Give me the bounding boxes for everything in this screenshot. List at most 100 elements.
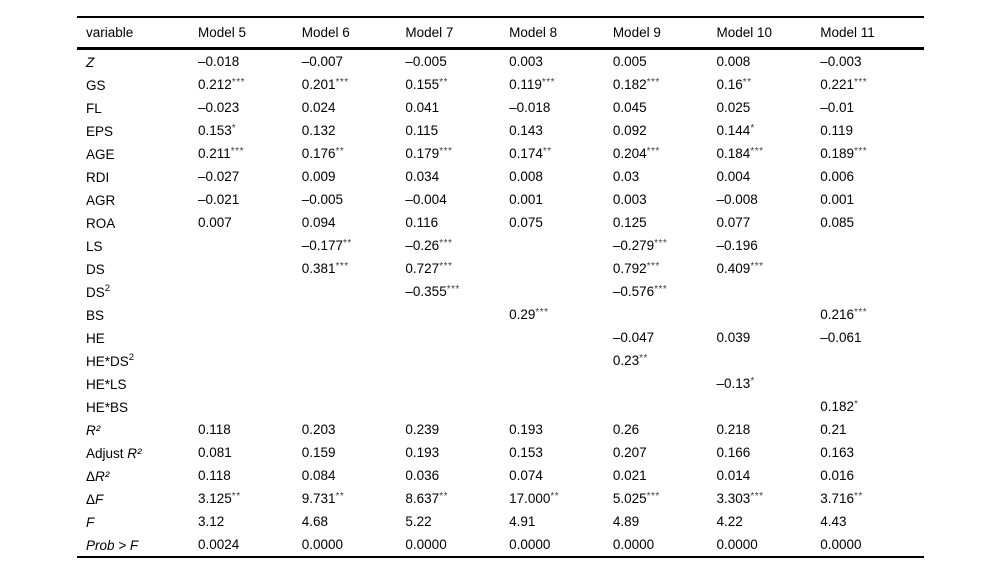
coefficient-value: –0.061 xyxy=(820,330,862,345)
significance-stars: *** xyxy=(854,146,868,157)
coefficient-value: 0.025 xyxy=(716,100,751,115)
row-label-pre: FL xyxy=(86,101,102,116)
value-cell xyxy=(509,234,613,257)
value-cell: 0.212*** xyxy=(198,73,302,96)
row-label-pre: HE*DS xyxy=(86,354,129,369)
coefficient-value: 0.207 xyxy=(612,445,647,460)
value-cell: 4.89 xyxy=(613,510,717,533)
coefficient-value: 5.025 xyxy=(612,491,647,506)
value-cell: 0.084 xyxy=(302,464,406,487)
coefficient-value: –0.007 xyxy=(301,54,343,69)
value-cell: 0.006 xyxy=(820,165,924,188)
row-label: GS xyxy=(77,73,198,96)
value-cell: 0.008 xyxy=(509,165,613,188)
row-label: HE xyxy=(77,326,198,349)
table-row: DS 0.381*** 0.727*** 0.792*** 0.409*** xyxy=(77,257,924,280)
table-row: R² 0.118 0.203 0.239 0.193 0.26 0.218 0.21 xyxy=(77,418,924,441)
row-label-pre: Δ xyxy=(86,469,96,484)
value-cell: 0.221*** xyxy=(820,73,924,96)
significance-stars: *** xyxy=(750,146,764,157)
value-cell: –0.023 xyxy=(198,96,302,119)
significance-stars: *** xyxy=(439,261,453,272)
value-cell: 0.045 xyxy=(613,96,717,119)
table-row: ΔF 3.125** 9.731** 8.637** 17.000** 5.025*** 3… xyxy=(77,487,924,510)
coefficient-value: 0.014 xyxy=(716,468,751,483)
row-label-it: F xyxy=(86,515,95,530)
value-cell: 0.174** xyxy=(509,142,613,165)
coefficient-value: 0.201 xyxy=(301,77,336,92)
value-cell xyxy=(820,234,924,257)
value-cell: 0.26 xyxy=(613,418,717,441)
coefficient-value: 0.182 xyxy=(820,399,855,414)
value-cell xyxy=(509,349,613,372)
value-cell xyxy=(198,234,302,257)
coefficient-value: 3.12 xyxy=(198,514,225,529)
value-cell: 0.143 xyxy=(509,119,613,142)
value-cell: –0.26*** xyxy=(405,234,509,257)
value-cell: 0.092 xyxy=(613,119,717,142)
value-cell: 0.016 xyxy=(820,464,924,487)
coefficient-value: 0.174 xyxy=(509,146,543,161)
coefficient-value: 0.003 xyxy=(509,54,543,69)
row-label: EPS xyxy=(77,119,198,142)
value-cell: –0.005 xyxy=(302,188,406,211)
coefficient-value: –0.023 xyxy=(198,100,240,115)
value-cell: 0.204*** xyxy=(613,142,717,165)
significance-stars: *** xyxy=(439,238,453,249)
row-label: Z xyxy=(77,49,198,74)
coefficient-value: –0.005 xyxy=(405,54,447,69)
value-cell xyxy=(405,326,509,349)
value-cell: 0.144* xyxy=(717,119,821,142)
row-label-pre: ROA xyxy=(86,216,116,231)
row-label-pre: BS xyxy=(86,308,105,323)
coefficient-value: 0.004 xyxy=(716,169,751,184)
significance-stars: *** xyxy=(541,77,556,88)
value-cell: 0.025 xyxy=(717,96,821,119)
value-cell xyxy=(405,395,509,418)
value-cell: 0.203 xyxy=(302,418,406,441)
value-cell xyxy=(509,395,613,418)
row-label-it: F xyxy=(95,492,104,507)
row-label-pre: AGR xyxy=(86,193,116,208)
value-cell: 0.036 xyxy=(405,464,509,487)
value-cell: 0.094 xyxy=(302,211,406,234)
table-row: RDI –0.027 0.009 0.034 0.008 0.03 0.004 0.006 xyxy=(77,165,924,188)
coefficient-value: 9.731 xyxy=(301,491,336,506)
value-cell xyxy=(717,280,821,303)
significance-stars: ** xyxy=(542,146,552,157)
value-cell: 0.153* xyxy=(198,119,302,142)
coefficient-value: –0.13 xyxy=(716,376,751,391)
column-header: Model 10 xyxy=(716,25,773,40)
row-label-pre: LS xyxy=(86,239,103,254)
value-cell xyxy=(509,280,613,303)
row-label: R² xyxy=(77,418,198,441)
coefficient-value: 0.143 xyxy=(509,123,543,138)
value-cell: 0.009 xyxy=(302,165,406,188)
value-cell: 4.91 xyxy=(509,510,613,533)
coefficient-value: 0.239 xyxy=(405,422,440,437)
row-label: HE*DS2 xyxy=(77,349,198,372)
value-cell xyxy=(302,326,406,349)
coefficient-value: –0.177 xyxy=(301,238,343,253)
row-label: ROA xyxy=(77,211,198,234)
value-cell: –0.177** xyxy=(302,234,406,257)
value-cell xyxy=(198,280,302,303)
value-cell: 0.182* xyxy=(820,395,924,418)
table-row: HE*DS2 0.23** xyxy=(77,349,924,372)
value-cell: 0.116 xyxy=(405,211,509,234)
coefficient-value: 0.163 xyxy=(820,445,855,460)
significance-stars: ** xyxy=(335,491,345,502)
significance-stars: *** xyxy=(854,77,868,88)
table-row: DS2 –0.355*** –0.576*** xyxy=(77,280,924,303)
column-header: Model 11 xyxy=(820,25,875,40)
value-cell: –0.008 xyxy=(717,188,821,211)
coefficient-value: –0.355 xyxy=(405,284,447,299)
coefficient-value: 0.16 xyxy=(716,77,743,92)
value-cell: 0.16** xyxy=(717,73,821,96)
row-label-sup: 2 xyxy=(128,352,135,363)
coefficient-value: –0.027 xyxy=(198,169,240,184)
value-cell xyxy=(198,326,302,349)
table-row: Z –0.018 –0.007 –0.005 0.003 0.005 0.008 –0.003 xyxy=(77,49,924,74)
value-cell: 0.034 xyxy=(405,165,509,188)
row-label: BS xyxy=(77,303,198,326)
